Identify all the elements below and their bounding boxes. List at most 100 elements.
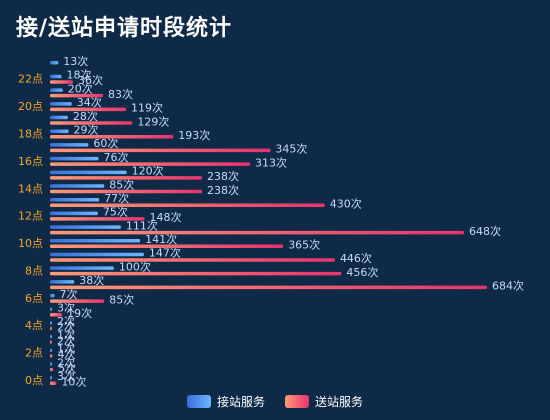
value-label-dropoff: 2次 [57,320,75,334]
bar-pickup[interactable] [50,129,69,133]
value-label-pickup: 2次 [57,314,75,328]
value-label-pickup: 1次 [57,328,75,342]
bar-dropoff[interactable] [50,189,203,194]
value-label-dropoff: 83次 [108,87,133,101]
value-label-pickup: 141次 [145,232,177,246]
bar-dropoff[interactable] [50,230,464,235]
bar-pickup[interactable] [50,102,72,106]
value-label-pickup: 34次 [77,95,102,109]
bar-pickup[interactable] [50,115,68,120]
bar-pickup[interactable] [50,170,127,175]
bar-pickup[interactable] [50,225,121,229]
legend-label-dropoff: 送站服务 [315,395,364,409]
chart-title: 接/送站申请时段统计 [16,16,233,41]
y-tick-label: 8点 [25,264,43,277]
bar-dropoff[interactable] [50,258,335,262]
bar-dropoff[interactable] [50,340,52,344]
bar-pickup[interactable] [50,197,100,202]
bar-dropoff[interactable] [50,354,53,358]
value-label-dropoff: 193次 [178,128,210,142]
legend-swatch-pickup [186,395,211,408]
y-tick-label: 22点 [18,73,43,86]
bar-pickup[interactable] [50,307,52,312]
bar-dropoff[interactable] [50,176,203,180]
value-label-pickup: 2次 [57,355,75,369]
bar-dropoff[interactable] [50,121,133,125]
legend-item-pickup[interactable]: 接站服务 [186,393,265,410]
value-label-pickup: 111次 [126,218,158,232]
value-label-dropoff: 2次 [57,333,75,347]
value-label-dropoff: 5次 [58,361,76,375]
value-label-pickup: 13次 [63,54,88,68]
y-tick-label: 16点 [18,155,43,168]
bar-pickup[interactable] [50,348,52,353]
value-label-pickup: 29次 [74,122,99,136]
bar-pickup[interactable] [50,239,141,243]
value-label-dropoff: 345次 [275,142,307,156]
y-tick-label: 6点 [25,292,43,305]
bar-dropoff[interactable] [50,367,54,372]
bar-pickup[interactable] [50,266,114,270]
y-tick-label: 14点 [18,182,43,195]
bar-dropoff[interactable] [50,203,325,207]
value-label-pickup: 77次 [104,191,129,205]
value-label-dropoff: 19次 [67,306,92,320]
value-label-dropoff: 430次 [330,196,362,210]
bar-dropoff[interactable] [50,299,105,303]
legend-swatch-dropoff [285,395,309,408]
value-label-dropoff: 129次 [137,114,169,128]
bar-pickup[interactable] [50,143,89,147]
bar-dropoff[interactable] [50,107,127,112]
bar-dropoff[interactable] [50,326,52,331]
bar-pickup[interactable] [50,376,52,380]
value-label-dropoff: 10次 [61,375,86,389]
value-label-pickup: 147次 [149,246,181,260]
bar-pickup[interactable] [50,280,75,284]
bar-dropoff[interactable] [50,80,73,84]
bar-dropoff[interactable] [50,148,271,153]
value-label-pickup: 100次 [119,259,151,273]
value-label-pickup: 120次 [132,164,164,178]
bar-dropoff[interactable] [50,271,342,276]
bar-pickup[interactable] [50,252,144,257]
value-label-dropoff: 456次 [346,265,378,279]
value-label-pickup: 76次 [104,150,129,164]
value-label-dropoff: 446次 [340,251,372,265]
bar-dropoff[interactable] [50,313,63,317]
value-label-dropoff: 648次 [469,224,501,238]
bar-pickup[interactable] [50,362,52,366]
bar-pickup[interactable] [50,211,98,216]
value-label-dropoff: 148次 [150,210,182,224]
bar-pickup[interactable] [50,293,55,298]
bar-pickup[interactable] [50,88,63,92]
bar-pickup[interactable] [50,334,52,339]
bar-pickup[interactable] [50,156,99,161]
bar-dropoff[interactable] [50,381,57,386]
bar-pickup[interactable] [50,321,52,325]
legend: 接站服务 送站服务 [0,393,550,410]
value-label-pickup: 75次 [103,205,128,219]
value-label-pickup: 38次 [79,273,104,287]
y-axis-labels: 0点 2点 4点 6点 8点 10点 12点 14点 16点 18点 20点 22点 [18,73,43,387]
y-tick-label: 2点 [25,347,43,360]
bar-pickup[interactable] [50,74,62,79]
bar-dropoff[interactable] [50,244,284,249]
bar-dropoff[interactable] [50,134,174,139]
y-tick-label: 4点 [25,319,43,332]
legend-item-dropoff[interactable]: 送站服务 [285,393,363,410]
bar-pickup[interactable] [50,61,59,65]
value-label-pickup: 28次 [73,109,98,123]
y-tick-label: 20点 [18,100,43,113]
bar-dropoff[interactable] [50,162,250,166]
value-label-dropoff: 36次 [78,73,103,87]
bar-dropoff[interactable] [50,285,487,290]
value-label-dropoff: 4次 [58,347,76,361]
value-label-dropoff: 119次 [131,101,163,115]
bar-pickup[interactable] [50,184,105,188]
y-tick-label: 18点 [18,127,43,140]
bar-dropoff[interactable] [50,217,145,221]
bar-dropoff[interactable] [50,93,104,98]
value-label-dropoff: 238次 [207,169,239,183]
